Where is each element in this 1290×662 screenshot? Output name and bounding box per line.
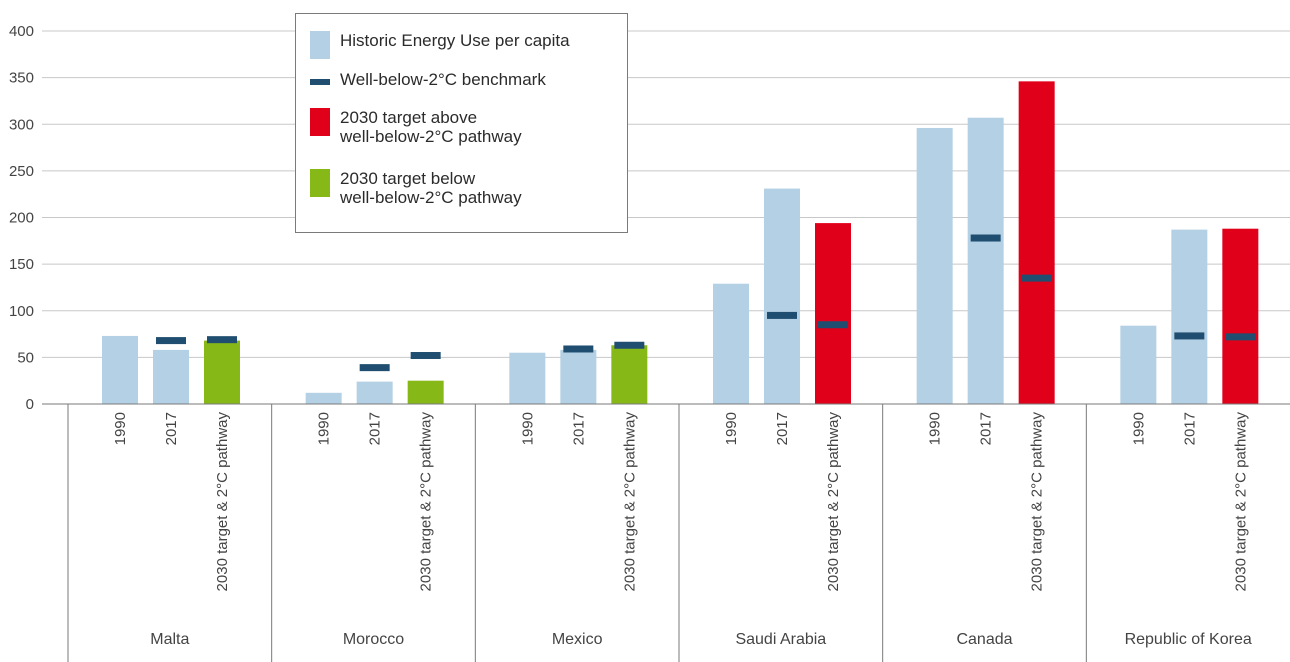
legend-swatch-below <box>310 169 330 197</box>
bar-label: 2030 target & 2°C pathway <box>1232 412 1249 592</box>
bar-2030 <box>1222 228 1259 404</box>
y-tick-label: 100 <box>9 303 34 320</box>
bar-label: 1990 <box>316 412 333 445</box>
legend-item-historic: Historic Energy Use per capita <box>310 31 570 59</box>
bar-1990 <box>305 392 342 404</box>
bar-label: 2017 <box>163 412 180 445</box>
benchmark-mark <box>1174 332 1205 340</box>
bar-1990 <box>916 127 953 404</box>
bar-2017 <box>764 188 800 404</box>
bar-label: 2017 <box>367 412 384 445</box>
bar-2030 <box>407 380 444 404</box>
bar-2017 <box>153 349 189 404</box>
bar-label: 2030 target & 2°C pathway <box>825 412 842 592</box>
country-label: Mexico <box>552 631 603 648</box>
bar-2017 <box>967 117 1004 404</box>
legend-swatch-benchmark <box>310 79 330 85</box>
bar-2017 <box>560 349 597 404</box>
y-tick-label: 200 <box>9 210 34 227</box>
bar-label: 2017 <box>774 412 791 445</box>
country-label: Saudi Arabia <box>735 631 826 648</box>
bar-2030 <box>611 345 648 404</box>
bar-1990 <box>509 352 546 404</box>
legend-swatch-above <box>310 108 330 136</box>
country-label: Canada <box>956 631 1012 648</box>
bar-label: 2030 target & 2°C pathway <box>1029 412 1046 592</box>
bar-1990 <box>102 335 138 404</box>
y-tick-label: 350 <box>9 70 34 87</box>
legend-item-above: 2030 target above well-below-2°C pathway <box>310 108 522 146</box>
bars <box>102 81 1259 404</box>
bar-label: 1990 <box>927 412 944 445</box>
bar-2030 <box>815 223 851 404</box>
bar-label: 2030 target & 2°C pathway <box>621 412 638 592</box>
benchmark-mark <box>410 352 441 360</box>
bar-label: 2017 <box>978 412 995 445</box>
country-label: Republic of Korea <box>1125 631 1252 648</box>
y-axis-ticks: 0 50 100 150 200 250 300 350 400 <box>9 23 34 413</box>
y-tick-label: 0 <box>26 396 34 413</box>
bar-label: 2017 <box>570 412 587 445</box>
bar-label: 1990 <box>1130 412 1147 445</box>
benchmark-mark <box>156 337 186 345</box>
y-tick-label: 400 <box>9 23 34 40</box>
legend-item-below: 2030 target below well-below-2°C pathway <box>310 169 522 207</box>
legend-label-historic: Historic Energy Use per capita <box>340 31 570 50</box>
benchmark-marks <box>156 234 1256 372</box>
bar-label: 1990 <box>723 412 740 445</box>
benchmark-mark <box>1021 274 1052 282</box>
bar-label: 1990 <box>519 412 536 445</box>
bar-label: 1990 <box>112 412 129 445</box>
benchmark-mark <box>970 234 1001 242</box>
y-tick-label: 50 <box>17 349 34 366</box>
legend-swatch-historic <box>310 31 330 59</box>
y-tick-label: 250 <box>9 163 34 180</box>
legend-label-above: 2030 target above well-below-2°C pathway <box>340 108 522 146</box>
bar-2030 <box>204 340 240 404</box>
benchmark-mark <box>614 341 645 349</box>
bar-2017 <box>1171 229 1208 404</box>
y-tick-label: 300 <box>9 116 34 133</box>
country-label: Malta <box>150 631 189 648</box>
legend-label-benchmark: Well-below-2°C benchmark <box>340 70 546 89</box>
bar-1990 <box>713 283 749 404</box>
gridlines <box>42 30 1290 405</box>
bar-label: 2030 target & 2°C pathway <box>418 412 435 592</box>
legend-label-below: 2030 target below well-below-2°C pathway <box>340 169 522 207</box>
bar-2017 <box>356 381 393 404</box>
benchmark-mark <box>767 311 797 319</box>
legend-item-benchmark: Well-below-2°C benchmark <box>310 70 546 89</box>
bar-label: 2030 target & 2°C pathway <box>214 412 231 592</box>
x-axis: 1990 2017 2030 target & 2°C pathway Malta 19… <box>42 403 1290 662</box>
legend: Historic Energy Use per capita Well-belo… <box>295 13 628 233</box>
bar-label: 2017 <box>1181 412 1198 445</box>
bar-2030 <box>1018 81 1055 404</box>
benchmark-mark <box>1225 333 1256 341</box>
benchmark-mark <box>207 336 237 344</box>
bar-1990 <box>1120 325 1157 404</box>
benchmark-mark <box>563 345 594 353</box>
country-label: Morocco <box>343 631 404 648</box>
benchmark-mark <box>818 321 848 329</box>
y-tick-label: 150 <box>9 256 34 273</box>
benchmark-mark <box>359 364 390 372</box>
